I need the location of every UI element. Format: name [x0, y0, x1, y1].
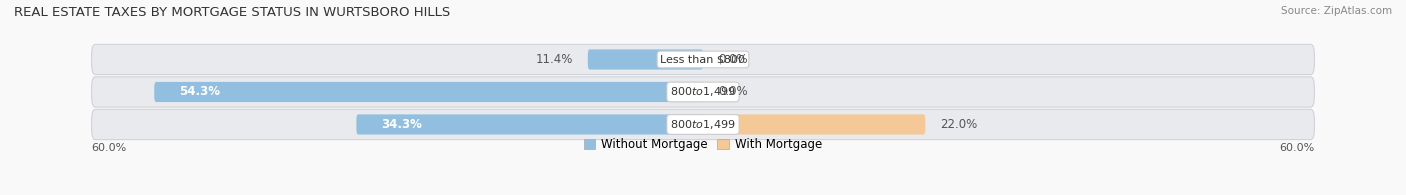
Text: REAL ESTATE TAXES BY MORTGAGE STATUS IN WURTSBORO HILLS: REAL ESTATE TAXES BY MORTGAGE STATUS IN …	[14, 6, 450, 19]
FancyBboxPatch shape	[703, 114, 925, 135]
Text: Source: ZipAtlas.com: Source: ZipAtlas.com	[1281, 6, 1392, 16]
FancyBboxPatch shape	[155, 82, 703, 102]
Text: 34.3%: 34.3%	[381, 118, 423, 131]
Text: 0.0%: 0.0%	[718, 85, 748, 98]
Text: 60.0%: 60.0%	[91, 143, 127, 153]
Text: $800 to $1,499: $800 to $1,499	[671, 85, 735, 98]
Text: 11.4%: 11.4%	[536, 53, 572, 66]
FancyBboxPatch shape	[91, 77, 1315, 107]
Text: Less than $800: Less than $800	[661, 54, 745, 65]
Text: 0.0%: 0.0%	[718, 53, 748, 66]
Text: 54.3%: 54.3%	[180, 85, 221, 98]
FancyBboxPatch shape	[91, 109, 1315, 140]
Text: 22.0%: 22.0%	[941, 118, 977, 131]
Text: $800 to $1,499: $800 to $1,499	[671, 118, 735, 131]
Legend: Without Mortgage, With Mortgage: Without Mortgage, With Mortgage	[579, 133, 827, 156]
FancyBboxPatch shape	[91, 44, 1315, 75]
FancyBboxPatch shape	[356, 114, 703, 135]
FancyBboxPatch shape	[588, 49, 703, 70]
Text: 60.0%: 60.0%	[1279, 143, 1315, 153]
